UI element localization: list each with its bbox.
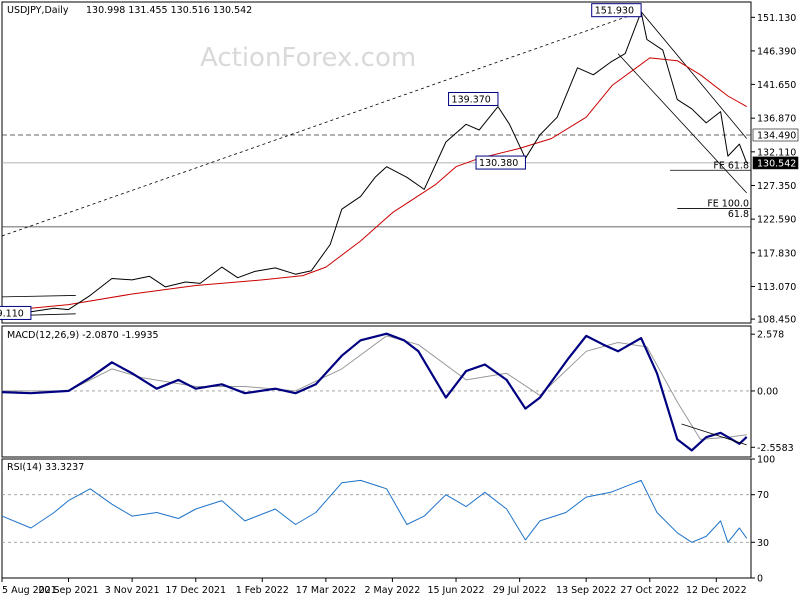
price-series <box>1 11 748 313</box>
x-tick-label: 17 Mar 2022 <box>296 585 356 596</box>
macd-line <box>1 332 748 452</box>
y-tick-label: 0.00 <box>757 386 778 397</box>
price-annotations: 151.930 139.370 130.380 109.110 FE 61.8 FE 10… <box>0 3 749 320</box>
level-tag <box>752 128 799 142</box>
level-tag <box>752 156 799 170</box>
macd-trend-line <box>681 423 747 446</box>
y-tick-label: 122.590 <box>757 215 796 226</box>
x-tick-label: 1 Feb 2022 <box>236 585 289 596</box>
x-tick-label: 2 May 2022 <box>364 585 420 596</box>
price-label-box <box>591 3 642 18</box>
price-panel: ActionForex.com 151.930 139.370 130.380 109… <box>0 1 799 326</box>
y-tick-label: 0 <box>757 574 763 585</box>
price-label: 139.370 <box>452 94 491 105</box>
x-tick-label: 5 Aug 2021 <box>2 585 57 596</box>
header-ohlc: 130.998 131.455 130.516 130.542 <box>86 5 252 16</box>
macd-title: MACD(12,26,9) -2.0870 -1.9935 <box>7 330 159 341</box>
y-tick-label: 70 <box>757 490 769 501</box>
level-tag-label: 130.542 <box>757 158 796 169</box>
price-y-axis: 151.130 146.390 141.650 136.870 132.110 127.3… <box>751 13 799 326</box>
macd-series <box>1 332 748 452</box>
moving-average-line <box>1 57 747 312</box>
y-tick-label: 2.578 <box>757 330 784 341</box>
price-label-box <box>0 305 32 320</box>
x-tick-label: 17 Dec 2021 <box>165 585 226 596</box>
channel-lower <box>617 53 747 194</box>
y-tick-label: -2.5583 <box>757 443 794 454</box>
rsi-y-axis: 100 70 30 0 <box>751 455 775 585</box>
x-tick-label: 20 Sep 2021 <box>38 585 98 596</box>
fibonacci-label: 61.8 <box>728 209 749 220</box>
rsi-panel: 100 70 30 0 RSI(14) 33.3237 <box>1 455 775 585</box>
fibonacci-label: FE 100.0 <box>707 198 749 209</box>
x-tick-label: 15 Jun 2022 <box>427 585 484 596</box>
header-symbol: USDJPY,Daily <box>7 5 69 16</box>
y-tick-label: 117.830 <box>757 248 796 259</box>
macd-signal-line <box>2 335 747 440</box>
rsi-title: RSI(14) 33.3237 <box>7 462 84 473</box>
price-label: 130.380 <box>479 158 518 169</box>
y-tick-label: 141.650 <box>757 80 796 91</box>
y-tick-label: 113.070 <box>757 282 796 293</box>
dotted-trend-line <box>1 11 642 237</box>
price-label-box <box>448 91 499 106</box>
macd-y-axis: 2.578 0.00 -2.5583 <box>751 330 794 454</box>
y-tick-label: 146.390 <box>757 46 796 57</box>
x-tick-label: 3 Nov 2021 <box>105 585 160 596</box>
level-tag-label: 134.490 <box>757 130 796 141</box>
y-tick-label: 132.110 <box>757 147 796 158</box>
rsi-line <box>1 479 748 543</box>
price-label-box <box>475 155 526 170</box>
rsi-series <box>1 479 748 543</box>
price-label: 151.930 <box>595 6 634 17</box>
price-label: 109.110 <box>0 308 24 319</box>
y-tick-label: 151.130 <box>757 13 796 24</box>
rsi-levels <box>2 494 751 543</box>
channel-upper <box>640 11 747 139</box>
x-tick-label: 29 Jul 2022 <box>493 585 547 596</box>
x-tick-label: 27 Oct 2022 <box>620 585 679 596</box>
watermark: ActionForex.com <box>200 43 416 73</box>
y-tick-label: 108.450 <box>757 315 796 326</box>
price-line <box>1 11 748 313</box>
x-tick-label: 13 Sep 2022 <box>556 585 616 596</box>
macd-trend-line <box>681 423 747 446</box>
y-tick-label: 136.870 <box>757 114 796 125</box>
y-tick-label: 100 <box>757 455 775 466</box>
x-tick-label: 12 Dec 2022 <box>686 585 747 596</box>
fibonacci-label: FE 61.8 <box>713 160 749 171</box>
support-line-upper <box>1 295 76 298</box>
y-tick-label: 30 <box>757 538 769 549</box>
macd-panel: 2.578 0.00 -2.5583 MACD(12,26,9) -2.0870 -… <box>1 325 794 458</box>
y-tick-label: 127.350 <box>757 181 796 192</box>
